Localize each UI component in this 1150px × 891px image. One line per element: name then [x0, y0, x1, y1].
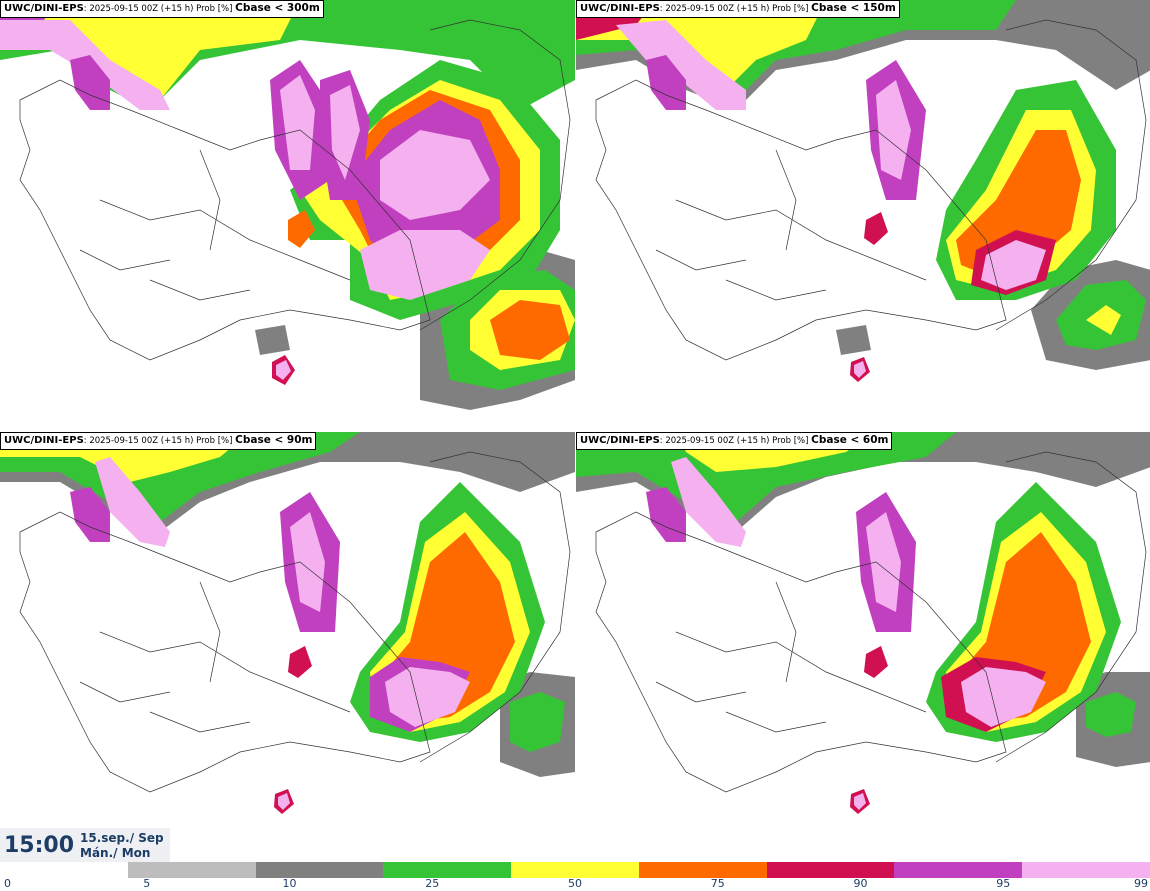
probability-map — [576, 432, 1150, 863]
colorbar-ticks: 0 5 10 25 50 75 90 95 99 — [0, 877, 1150, 891]
colorbar — [0, 862, 1150, 878]
colorbar-segment — [766, 862, 895, 878]
colorbar-segment — [0, 862, 128, 878]
panel-title: UWC/DINI-EPS: 2025-09-15 00Z (+15 h) Pro… — [0, 432, 317, 450]
panel-title: UWC/DINI-EPS: 2025-09-15 00Z (+15 h) Pro… — [0, 0, 324, 18]
colorbar-tick-label: 25 — [425, 877, 440, 890]
colorbar-tick-label: 0 — [4, 877, 11, 890]
valid-weekday: Mán./ Mon — [80, 846, 151, 860]
valid-time: 15:00 — [4, 833, 75, 858]
colorbar-tick-label: 10 — [282, 877, 297, 890]
colorbar-segment — [1022, 862, 1150, 878]
map-panel-90m: UWC/DINI-EPS: 2025-09-15 00Z (+15 h) Pro… — [0, 432, 575, 863]
valid-time-box: 15:00 15.sep./ Sep Mán./ Mon — [0, 828, 170, 864]
probability-map — [0, 432, 575, 863]
colorbar-segment — [127, 862, 256, 878]
colorbar-tick-label: 90 — [853, 877, 868, 890]
probability-map — [0, 0, 575, 431]
map-panel-300m: UWC/DINI-EPS: 2025-09-15 00Z (+15 h) Pro… — [0, 0, 575, 431]
map-panel-60m: UWC/DINI-EPS: 2025-09-15 00Z (+15 h) Pro… — [576, 432, 1150, 863]
panel-title: UWC/DINI-EPS: 2025-09-15 00Z (+15 h) Pro… — [576, 0, 900, 18]
map-panel-150m: UWC/DINI-EPS: 2025-09-15 00Z (+15 h) Pro… — [576, 0, 1150, 431]
colorbar-tick-label: 95 — [996, 877, 1011, 890]
colorbar-segment — [894, 862, 1023, 878]
colorbar-segment — [255, 862, 384, 878]
panel-title: UWC/DINI-EPS: 2025-09-15 00Z (+15 h) Pro… — [576, 432, 893, 450]
colorbar-tick-label: 50 — [568, 877, 582, 890]
colorbar-tick-label: 75 — [710, 877, 725, 890]
valid-date: 15.sep./ Sep — [80, 831, 164, 845]
colorbar-tick-label: 5 — [143, 877, 151, 890]
probability-map — [576, 0, 1150, 431]
colorbar-tick-label: 99 — [1134, 877, 1148, 890]
colorbar-segment — [638, 862, 767, 878]
colorbar-segment — [383, 862, 512, 878]
colorbar-segment — [511, 862, 639, 878]
